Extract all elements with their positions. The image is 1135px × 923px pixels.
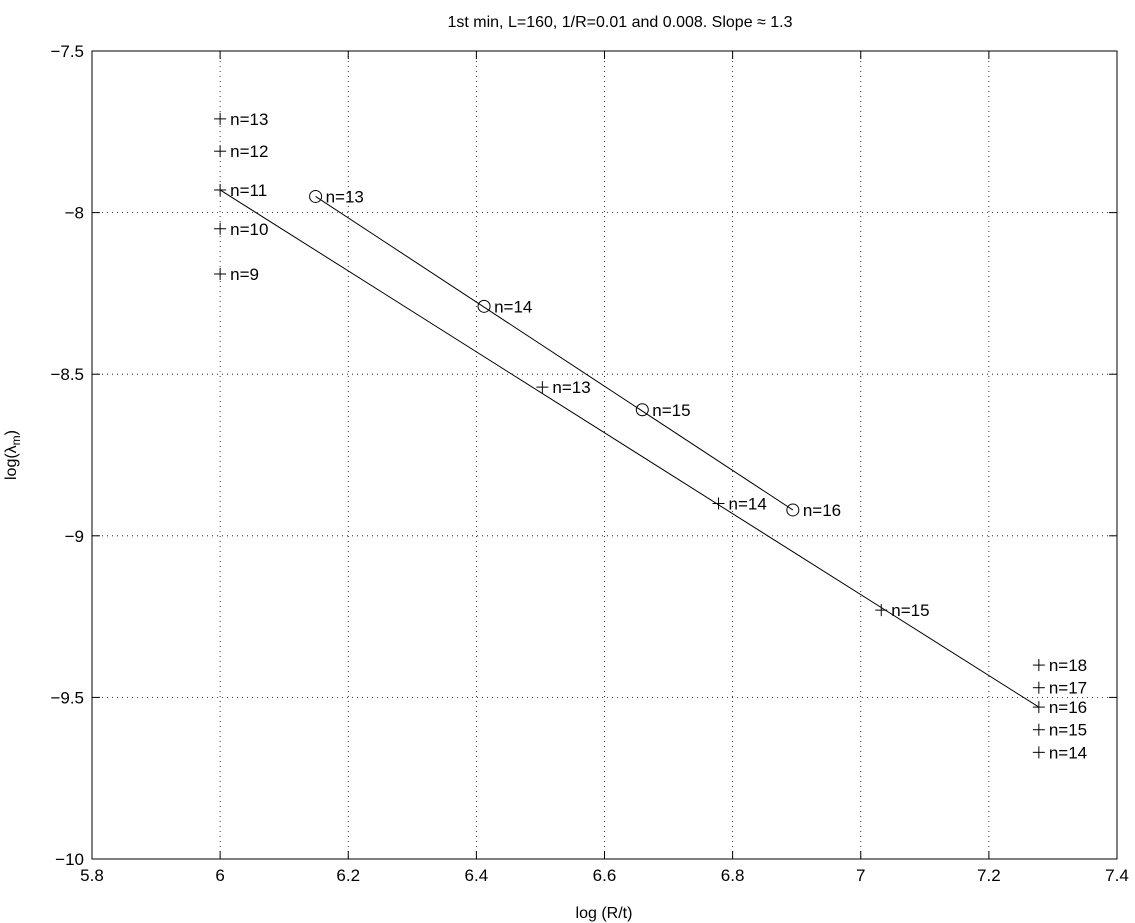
point-label: n=14 (494, 297, 532, 316)
grid (92, 51, 1117, 859)
plus-marker (214, 112, 227, 125)
y-tick-label: −7.5 (50, 42, 84, 61)
x-tick-label: 7 (856, 866, 865, 885)
y-tick-label: −10 (55, 850, 84, 869)
point-label: n=11 (230, 181, 267, 200)
point-label: n=13 (230, 110, 268, 129)
x-axis-label: log (R/t) (576, 905, 633, 922)
point-label: n=14 (729, 494, 767, 513)
y-axis-label-close: ) (3, 430, 20, 435)
y-axis-label: log(λm) (3, 430, 23, 480)
x-tick-label: 6.6 (593, 866, 617, 885)
x-tick-label: 6.8 (721, 866, 745, 885)
plus-marker (1032, 723, 1045, 736)
x-tick-label: 6.2 (336, 866, 360, 885)
x-tick-label: 6.4 (465, 866, 489, 885)
x-tick-label: 6 (215, 866, 224, 885)
point-label: n=17 (1049, 679, 1087, 698)
point-label: n=18 (1049, 656, 1087, 675)
x-tick-label: 7.4 (1105, 866, 1129, 885)
point-label: n=10 (230, 220, 268, 239)
series-layer: n=13n=12n=11n=10n=9n=13n=14n=15n=18n=17n… (214, 110, 1087, 762)
chart-title: 1st min, L=160, 1/R=0.01 and 0.008. Slop… (447, 14, 792, 31)
x-tick-label: 7.2 (977, 866, 1001, 885)
circle-marker (477, 299, 491, 313)
x-tick-label: 5.8 (80, 866, 104, 885)
y-tick-label: −8.5 (50, 365, 84, 384)
plot-frame (91, 50, 1118, 860)
fit-line (219, 189, 1040, 708)
plus-marker (1032, 746, 1045, 759)
plus-marker (875, 604, 888, 617)
plus-marker (536, 381, 549, 394)
plus-marker (1032, 681, 1045, 694)
point-label: n=13 (326, 187, 364, 206)
plus-marker (1032, 659, 1045, 672)
plus-marker (214, 222, 227, 235)
y-tick-label: −9 (65, 527, 84, 546)
y-axis-label-main: log(λ (3, 445, 20, 480)
plus-marker (1032, 701, 1045, 714)
plus-marker (214, 183, 227, 196)
point-label: n=13 (552, 378, 590, 397)
circle-marker (635, 403, 649, 417)
point-label: n=12 (230, 142, 268, 161)
point-label: n=15 (891, 601, 929, 620)
fit-line (315, 196, 794, 511)
y-axis-label-sub: m (9, 435, 23, 445)
y-tick-label: −9.5 (50, 688, 84, 707)
plus-marker (712, 497, 725, 510)
point-label: n=14 (1049, 743, 1087, 762)
plus-marker (214, 268, 227, 281)
point-label: n=9 (230, 265, 259, 284)
axis-ticks: 5.8 6 6.2 6.4 6.6 6.8 7 7.2 7.4 −7.5 −8 −8.5 −9 −9.5 −… (50, 42, 1128, 885)
point-label: n=15 (652, 401, 690, 420)
circle-marker (309, 189, 323, 203)
point-label: n=16 (803, 501, 841, 520)
circle-marker (786, 503, 800, 517)
point-label: n=15 (1049, 721, 1087, 740)
y-tick-label: −8 (65, 204, 84, 223)
plus-marker (214, 145, 227, 158)
point-label: n=16 (1049, 698, 1087, 717)
